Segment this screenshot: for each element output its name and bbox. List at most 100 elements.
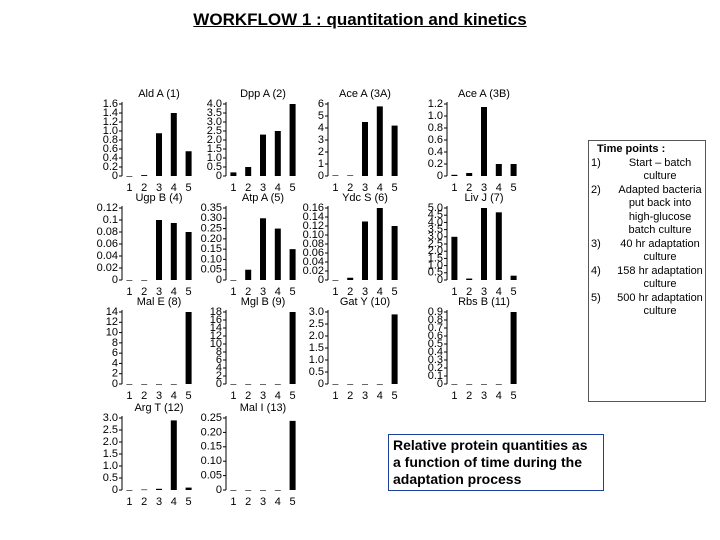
x-tick-label: 4: [496, 390, 502, 402]
y-tick-label: 0.5: [428, 267, 443, 279]
x-tick-label: 1: [230, 390, 236, 402]
bar: [260, 490, 266, 491]
bar: [362, 122, 368, 176]
time-point-text: 158 hr adaptation culture: [617, 264, 703, 291]
bar: [481, 107, 487, 176]
time-point-text: Start – batch culture: [628, 156, 692, 183]
chart-title: Ace A (3B): [458, 88, 510, 100]
chart-title: Ald A (1): [138, 88, 180, 100]
bar: [451, 236, 458, 280]
bar: [126, 176, 133, 177]
x-tick-label: 2: [141, 286, 147, 298]
x-tick-label: 2: [347, 182, 353, 194]
bar: [466, 173, 473, 176]
y-tick-label: 4: [216, 362, 222, 374]
x-tick-label: 5: [392, 182, 398, 194]
y-tick-label: 0.02: [97, 262, 118, 274]
bar: [126, 280, 133, 281]
y-tick-label: 3.5: [428, 224, 443, 236]
x-tick-label: 3: [481, 182, 487, 194]
y-tick-label: 1.4: [103, 107, 118, 119]
x-tick-label: 2: [466, 182, 472, 194]
y-tick-label: 2.5: [103, 424, 118, 436]
y-tick-label: 0.1: [103, 214, 118, 226]
x-tick-label: 5: [392, 390, 398, 402]
y-tick-label: 0.10: [201, 455, 222, 467]
y-tick-label: 4.0: [207, 98, 222, 110]
y-tick-label: 0.5: [428, 338, 443, 350]
bar: [332, 280, 339, 281]
y-tick-label: 0.06: [97, 238, 118, 250]
y-tick-label: 0: [112, 274, 118, 286]
y-tick-label: 0.25: [201, 412, 222, 424]
bar: [466, 278, 473, 280]
y-tick-label: 0.5: [207, 161, 222, 173]
x-tick-label: 4: [275, 496, 281, 508]
chart-title: Liv J (7): [464, 192, 503, 204]
y-tick-label: 0: [112, 170, 118, 182]
bar: [451, 384, 458, 385]
y-tick-label: 0: [112, 378, 118, 390]
y-tick-label: 0.5: [309, 366, 324, 378]
x-tick-label: 2: [141, 496, 147, 508]
y-tick-label: 1.0: [428, 260, 443, 272]
x-tick-label: 2: [347, 390, 353, 402]
time-point-number: 1): [591, 156, 601, 169]
x-tick-label: 2: [466, 286, 472, 298]
y-tick-label: 0.12: [303, 220, 324, 232]
time-point-text: Adapted bacteria put back into high-gluc…: [618, 183, 702, 237]
y-tick-label: 0.8: [428, 314, 443, 326]
x-tick-label: 4: [275, 390, 281, 402]
y-tick-label: 0: [437, 378, 443, 390]
x-tick-label: 1: [230, 286, 236, 298]
bar: [230, 172, 237, 176]
bar: [332, 384, 339, 385]
bar: [260, 218, 266, 280]
x-tick-label: 5: [290, 496, 296, 508]
y-tick-label: 0.06: [303, 247, 324, 259]
y-tick-label: 0.15: [201, 243, 222, 255]
y-tick-label: 10: [210, 338, 222, 350]
chart-title: Dpp A (2): [240, 88, 286, 100]
y-tick-label: 0.10: [303, 229, 324, 241]
time-point: 2) Adapted bacteria put back into high-gl…: [591, 184, 703, 238]
chart-title: Rbs B (11): [458, 296, 510, 308]
y-tick-label: 0: [318, 170, 324, 182]
y-tick-label: 0.35: [201, 202, 222, 214]
x-tick-label: 1: [126, 390, 132, 402]
bar: [495, 384, 502, 385]
bar: [126, 384, 133, 385]
caption: Relative protein quantities as a functio…: [388, 434, 604, 491]
y-tick-label: 0.15: [201, 441, 222, 453]
x-tick-label: 5: [186, 390, 192, 402]
y-tick-label: 2.5: [428, 238, 443, 250]
y-tick-label: 0: [216, 378, 222, 390]
y-tick-label: 3.0: [428, 231, 443, 243]
bar: [156, 220, 162, 280]
x-tick-label: 2: [347, 286, 353, 298]
x-tick-label: 1: [332, 286, 338, 298]
time-point: 1) Start – batch culture: [591, 157, 703, 184]
y-tick-label: 0.6: [103, 143, 118, 155]
y-tick-label: 1.6: [103, 98, 118, 110]
chart-title: Mgl B (9): [241, 296, 286, 308]
x-tick-label: 3: [260, 390, 266, 402]
x-tick-label: 1: [451, 182, 457, 194]
x-tick-label: 1: [126, 496, 132, 508]
y-tick-label: 0: [318, 378, 324, 390]
y-tick-label: 0.20: [201, 426, 222, 438]
bar: [141, 384, 148, 385]
y-tick-label: 0.1: [428, 370, 443, 382]
y-tick-label: 3.5: [207, 107, 222, 119]
x-tick-label: 2: [245, 182, 251, 194]
y-tick-label: 0.10: [201, 253, 222, 265]
x-tick-label: 5: [186, 496, 192, 508]
bar: [391, 125, 398, 176]
y-tick-label: 18: [210, 306, 222, 318]
y-tick-label: 0.05: [201, 264, 222, 276]
y-tick-label: 0.4: [428, 146, 443, 158]
time-point-number: 4): [591, 264, 601, 277]
bar: [170, 223, 177, 280]
